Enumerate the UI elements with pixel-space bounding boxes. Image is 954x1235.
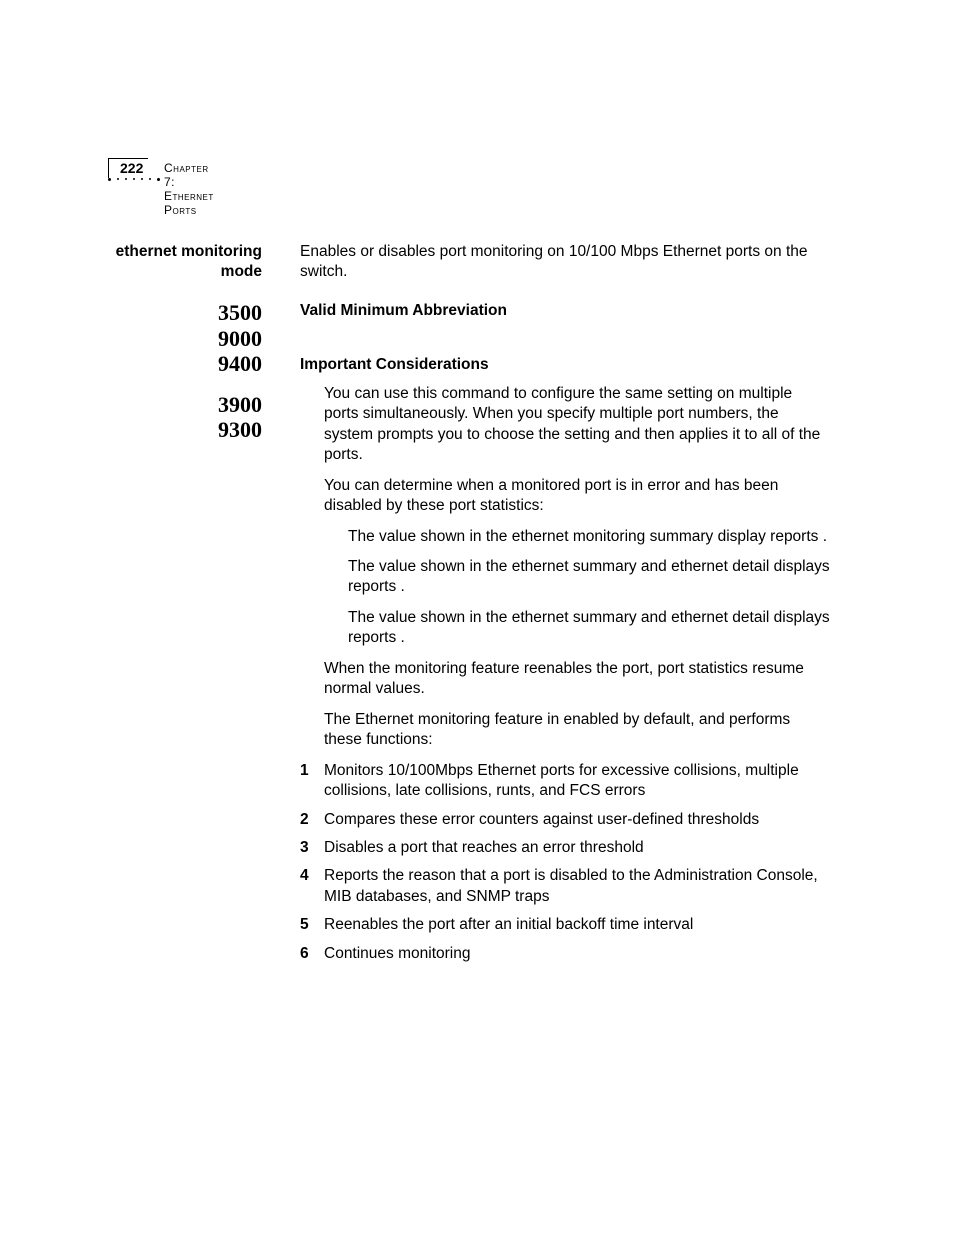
chapter-label: Chapter 7: Ethernet Ports: [164, 161, 214, 217]
function-item: 4Reports the reason that a port is disab…: [324, 866, 830, 907]
function-text: Continues monitoring: [324, 945, 470, 962]
consideration-item: You can use this command to configure th…: [324, 384, 830, 466]
heading-considerations: Important Considerations: [300, 355, 830, 375]
command-name-line1: ethernet monitoring: [0, 242, 262, 262]
function-text: Monitors 10/100Mbps Ethernet ports for e…: [324, 762, 799, 799]
header-dots-icon: [108, 178, 160, 181]
function-item: 5Reenables the port after an initial bac…: [324, 915, 830, 935]
margin-column: ethernet monitoring mode 3500 9000 9400 …: [0, 242, 280, 443]
content-area: ethernet monitoring mode 3500 9000 9400 …: [0, 242, 954, 964]
function-text: Disables a port that reaches an error th…: [324, 839, 644, 856]
list-number: 1: [300, 761, 309, 781]
list-number: 5: [300, 915, 309, 935]
function-item: 1Monitors 10/100Mbps Ethernet ports for …: [324, 761, 830, 802]
stat-item: The value shown in the ethernet monitori…: [348, 527, 830, 547]
consideration-item: The Ethernet monitoring feature in enabl…: [324, 710, 830, 751]
functions-list: 1 Monitors 10/100Mbps Ethernet ports for …: [300, 761, 830, 965]
list-number: 3: [300, 838, 309, 858]
command-name-line2: mode: [0, 262, 262, 282]
command-name: ethernet monitoring mode: [0, 242, 262, 282]
stat-item: The value shown in the ethernet summary …: [348, 608, 830, 649]
list-number: 4: [300, 866, 309, 886]
body-column: Enables or disables port monitoring on 1…: [300, 242, 830, 964]
considerations-list: You can use this command to configure th…: [300, 384, 830, 751]
list-number: 2: [300, 810, 309, 830]
function-text: Compares these error counters against us…: [324, 811, 759, 828]
heading-abbreviation: Valid Minimum Abbreviation: [300, 301, 830, 321]
function-item: 6Continues monitoring: [324, 944, 830, 964]
intro-paragraph: Enables or disables port monitoring on 1…: [300, 242, 830, 283]
page-number: 222: [120, 160, 143, 176]
stat-sublist: The value shown in the ethernet monitori…: [324, 527, 830, 649]
model-list-b: 3900 9300: [0, 392, 262, 443]
page: 222 Chapter 7: Ethernet Ports ethernet m…: [0, 0, 954, 1235]
consideration-item: When the monitoring feature reenables th…: [324, 659, 830, 700]
function-item: 3Disables a port that reaches an error t…: [324, 838, 830, 858]
model-list-a: 3500 9000 9400: [0, 300, 262, 376]
consideration-item: You can determine when a monitored port …: [324, 476, 830, 517]
stat-item: The value shown in the ethernet summary …: [348, 557, 830, 598]
function-text: Reenables the port after an initial back…: [324, 916, 693, 933]
list-number: 6: [300, 944, 309, 964]
function-item: 2Compares these error counters against u…: [324, 810, 830, 830]
function-text: Reports the reason that a port is disabl…: [324, 867, 818, 904]
